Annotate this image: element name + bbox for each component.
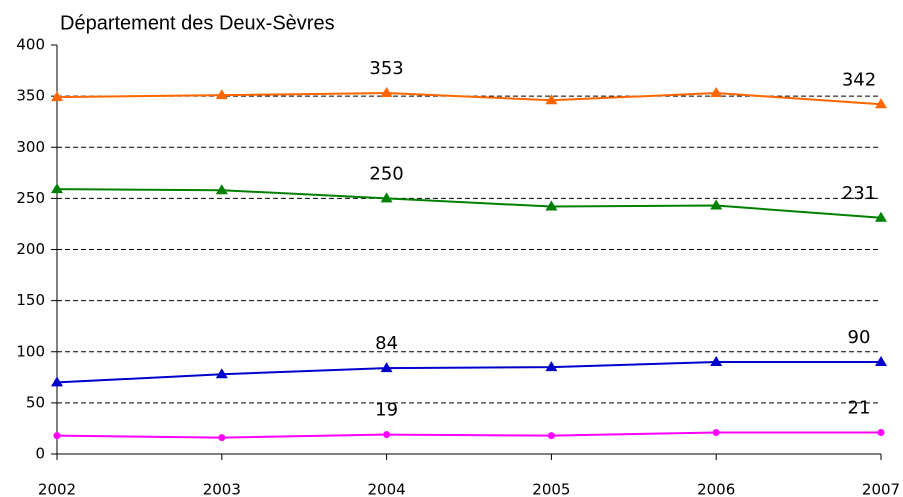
data-label: 84 — [375, 333, 398, 354]
data-label: 21 — [848, 398, 871, 419]
y-tick-label: 150 — [16, 291, 45, 309]
point — [215, 368, 228, 379]
point — [710, 199, 723, 210]
y-tick-label: 350 — [16, 87, 45, 105]
point — [875, 355, 887, 366]
y-tick-label: 300 — [16, 138, 45, 156]
point — [545, 94, 558, 105]
point — [380, 87, 393, 98]
point — [545, 200, 558, 211]
point — [710, 355, 723, 366]
point — [218, 434, 226, 442]
point — [215, 184, 228, 195]
point — [51, 376, 63, 387]
x-tick-label: 2005 — [532, 481, 570, 497]
x-tick-label: 2006 — [697, 481, 735, 497]
data-label: 19 — [375, 400, 398, 421]
point — [875, 98, 887, 109]
point — [545, 361, 558, 372]
point — [712, 429, 720, 437]
point — [51, 183, 63, 194]
point — [215, 89, 228, 100]
point — [877, 429, 885, 437]
y-tick-label: 50 — [26, 393, 45, 411]
y-tick-label: 100 — [16, 342, 45, 360]
y-tick-label: 0 — [35, 445, 45, 463]
series-line — [56, 92, 882, 106]
y-tick-label: 250 — [16, 189, 45, 207]
x-tick-label: 2007 — [862, 481, 900, 497]
x-tick-label: 2002 — [38, 481, 76, 497]
data-label: 250 — [369, 163, 403, 184]
y-tick-label: 200 — [16, 240, 45, 258]
data-label: 353 — [369, 58, 403, 79]
chart-title: Département des Deux-Sèvres — [60, 12, 335, 34]
point — [875, 211, 887, 222]
y-tick-label: 400 — [16, 36, 45, 54]
point — [380, 192, 393, 203]
series-line — [56, 360, 881, 384]
point — [53, 432, 61, 440]
x-tick-label: 2003 — [203, 481, 241, 497]
series-line — [56, 188, 882, 219]
data-label: 342 — [842, 69, 876, 90]
point — [380, 362, 393, 373]
data-label: 231 — [842, 183, 876, 204]
point — [383, 431, 391, 439]
series-line — [56, 431, 881, 439]
point — [51, 91, 63, 102]
data-label: 90 — [848, 327, 871, 348]
x-tick-label: 2004 — [368, 481, 406, 497]
point — [710, 87, 723, 98]
point — [547, 432, 555, 440]
